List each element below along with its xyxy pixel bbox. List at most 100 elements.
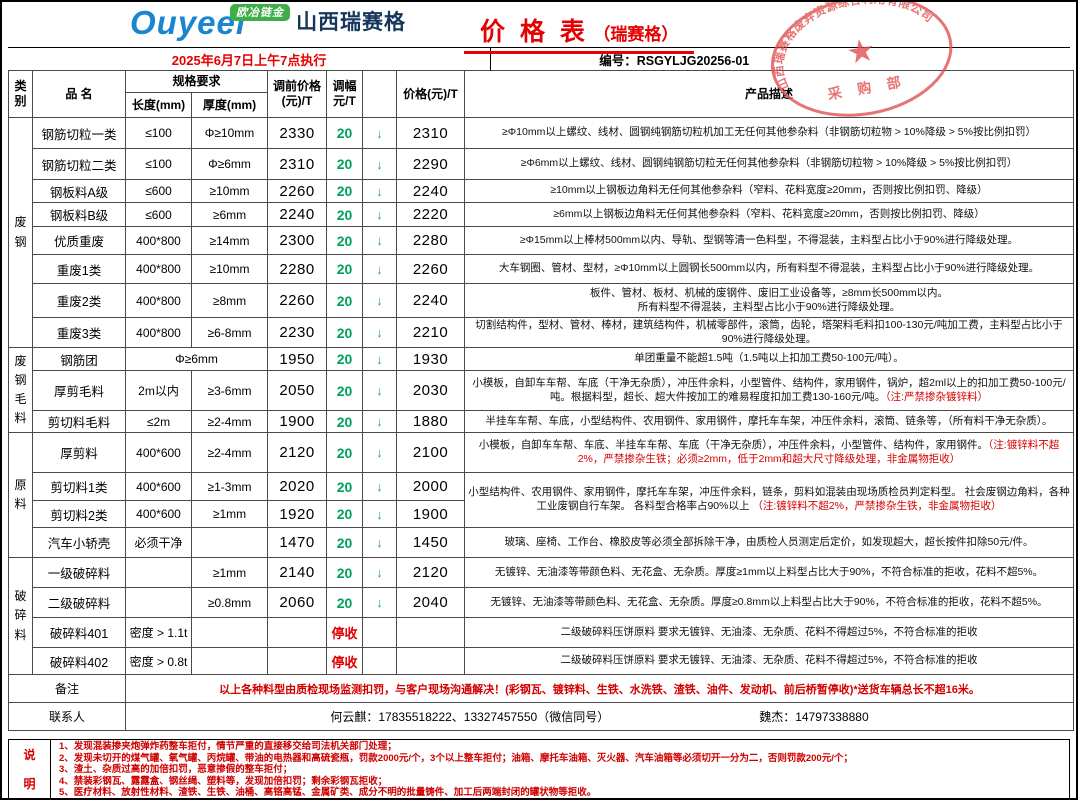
company-logo: 欧冶链金 Ouyeel 山西瑞赛格: [130, 4, 406, 41]
product-name: 钢板料A级: [32, 179, 126, 203]
thickness-spec: ≥10mm: [190, 254, 269, 284]
adjust-amount: 20: [326, 527, 364, 558]
description-warning: （注:严禁掺杂镀锌料）: [885, 390, 989, 403]
current-price: [396, 617, 466, 648]
table-row: 破碎料402 密度 > 0.8t 停收 二级破碎料压饼原料 要求无镀锌、无油漆、…: [9, 647, 1074, 675]
product-description: ≥Φ15mm以上棒材500mm以内、导轨、型钢等清一色料型，不得混装，主料型占比…: [464, 226, 1074, 255]
adjust-amount: 20: [326, 226, 364, 255]
thickness-spec: ≥8mm: [190, 283, 269, 318]
length-spec: 400*800: [125, 317, 192, 348]
meta-band: 2025年6月7日上午7点执行 编号：RSGYLJG20256-01: [8, 47, 1070, 70]
current-price: 2040: [396, 587, 466, 618]
thickness-spec: Φ≥6mm: [190, 148, 269, 180]
table-row: 剪切料毛料 ≤2m ≥2-4mm 1900 20 ↓ 1880 半挂车车帮、车底…: [9, 410, 1074, 433]
current-price: 2030: [396, 370, 466, 411]
note-item: 1、发现混装掺夹炮弹炸药整车拒付，情节严重的直接移交给司法机关部门处理；: [59, 741, 397, 753]
thickness-spec: ≥14mm: [190, 226, 269, 255]
table-row: 厚剪毛料 2m以内 ≥3-6mm 2050 20 ↓ 2030 小模板，自卸车车…: [9, 370, 1074, 411]
product-name: 二级破碎料: [32, 587, 126, 618]
length-spec: 2m以内: [125, 370, 192, 411]
length-spec: [125, 587, 192, 618]
length-spec: 400*600: [125, 432, 192, 473]
current-price: 2240: [396, 283, 466, 318]
adjust-amount: 20: [326, 202, 364, 227]
contact-primary: 何云麒：17835518222、13327457550（微信同号）: [330, 710, 610, 724]
product-description: ≥6mm以上钢板边角料无任何其他参杂料（窄料、花料宽度≥20mm，否则按比例扣罚…: [464, 202, 1074, 227]
down-arrow-icon: ↓: [362, 179, 398, 203]
note-item: 5、医疗材料、放射性材料、渣铁、生铁、油桶、高铬高锰、金属矿类、成分不明的批量铸…: [59, 787, 597, 799]
product-description: 玻璃、座椅、工作台、橡胶皮等必须全部拆除干净，由质检人员测定后定价，如发现超大，…: [464, 527, 1074, 558]
header-band: 欧冶链金 Ouyeel 山西瑞赛格 价 格 表 （瑞赛格）: [2, 2, 1076, 54]
adjust-amount: 20: [326, 117, 364, 149]
adjust-amount: 20: [326, 587, 364, 618]
merged-spec: Φ≥6mm: [124, 347, 269, 371]
product-description: 二级破碎料压饼原料 要求无镀锌、无油漆、无杂质、花料不得超过5%，不符合标准的拒…: [464, 617, 1074, 648]
col-header-thickness: 厚度(mm): [190, 92, 269, 118]
adjust-amount: 20: [326, 557, 364, 588]
category-cell: 破 碎 料: [8, 557, 33, 675]
price-table: 类 别 品 名 规格要求 调前价格 (元)/T 调幅 元/T 价格(元)/T 产…: [8, 70, 1074, 731]
length-spec: 400*800: [125, 226, 192, 255]
note-item: 3、渣土、杂质过高的加倍扣罚，恶意掺假的整车拒付；: [59, 764, 293, 776]
down-arrow-icon: ↓: [362, 527, 398, 558]
pre-adjust-price: 1920: [267, 500, 328, 528]
length-spec: ≤100: [125, 117, 192, 149]
category-cell: 原 料: [8, 432, 33, 558]
current-price: 2210: [396, 317, 466, 348]
pre-adjust-price: 2020: [267, 472, 328, 501]
product-name: 重废3类: [32, 317, 126, 348]
down-arrow-icon: ↓: [362, 347, 398, 371]
current-price: 2240: [396, 179, 466, 203]
thickness-spec: ≥6-8mm: [190, 317, 269, 348]
product-description: 小模板，自卸车车帮、车底、半挂车车帮、车底（干净无杂质），冲压件余料，小型管件、…: [464, 432, 1074, 473]
length-spec: ≤100: [125, 148, 192, 180]
product-description: 切割结构件，型材、管材、棒材，建筑结构件，机械零部件，滚筒，齿轮，塔架料毛料扣1…: [464, 317, 1074, 348]
pre-adjust-price: 2300: [267, 226, 328, 255]
logo-brand-wrap: 欧冶链金 Ouyeel: [130, 4, 291, 41]
down-arrow-icon: ↓: [362, 202, 398, 227]
product-description: ≥Φ6mm以上螺纹、线材、圆钢纯钢筋切粒无任何其他参杂料（非钢筋切粒物 > 10…: [464, 148, 1074, 180]
adjust-amount: 20: [326, 500, 364, 528]
table-header-row-1: 类 别 品 名 规格要求 调前价格 (元)/T 调幅 元/T 价格(元)/T 产…: [8, 70, 1074, 118]
product-name: 钢筋团: [32, 347, 126, 371]
note-item: 4、禁装彩钢瓦、露露盒、钢丝绳、塑料等，发现加倍扣罚；剩余彩钢瓦拒收；: [59, 775, 388, 787]
sheet-title-main: 价 格 表: [480, 18, 589, 46]
product-name: 一级破碎料: [32, 557, 126, 588]
table-row: 优质重废 400*800 ≥14mm 2300 20 ↓ 2280 ≥Φ15mm…: [9, 226, 1074, 255]
product-name: 破碎料401: [32, 617, 126, 648]
table-row: 破 碎 料 一级破碎料 ≥1mm 2140 20 ↓ 2120 无镀锌、无油漆等…: [8, 557, 1074, 675]
table-row: 原 料 厚剪料 400*600 ≥2-4mm 2120 20 ↓ 2100 小模…: [8, 432, 1074, 558]
length-spec: 400*800: [125, 283, 192, 318]
col-header-adjust: 调幅 元/T: [326, 70, 364, 118]
table-row: 钢板料A级 ≤600 ≥10mm 2260 20 ↓ 2240 ≥10mm以上钢…: [9, 179, 1074, 203]
adjust-amount: 20: [326, 472, 364, 501]
length-spec: 密度 > 1.1t: [125, 617, 192, 648]
product-description: 小模板，自卸车车帮、车底（干净无杂质），冲压件余料，小型管件、结构件，家用钢件，…: [464, 370, 1074, 411]
product-name: 重废1类: [32, 254, 126, 284]
product-name: 剪切料毛料: [32, 410, 126, 433]
remark-row: 备注 以上各种料型由质检现场监测扣罚，与客户现场沟通解决！(彩钢瓦、镀锌料、生铁…: [8, 674, 1074, 703]
doc-number: 编号：RSGYLJG20256-01: [599, 53, 750, 68]
down-arrow-icon: ↓: [362, 117, 398, 149]
pre-adjust-price: 2280: [267, 254, 328, 284]
length-spec: 必须干净: [125, 527, 192, 558]
length-spec: ≤600: [125, 202, 192, 227]
contact-secondary: 魏杰：14797338880: [759, 710, 869, 724]
adjust-amount: 20: [326, 148, 364, 180]
current-price: 2310: [396, 117, 466, 149]
pre-adjust-price: 2260: [267, 179, 328, 203]
logo-brand-text: Ouyeel: [130, 4, 247, 41]
current-price: 2280: [396, 226, 466, 255]
length-spec: 密度 > 0.8t: [125, 647, 192, 675]
thickness-spec: ≥2-4mm: [190, 432, 269, 473]
length-spec: [125, 557, 192, 588]
table-row: 剪切料2类 400*600 ≥1mm 1920 20 ↓ 1900: [9, 500, 1074, 528]
current-price: 1450: [396, 527, 466, 558]
current-price: 2220: [396, 202, 466, 227]
current-price: 1930: [396, 347, 466, 371]
arrow-cell-empty: [362, 617, 398, 648]
table-row: 汽车小轿壳 必须干净 1470 20 ↓ 1450 玻璃、座椅、工作台、橡胶皮等…: [9, 527, 1074, 558]
contacts-label: 联系人: [8, 702, 126, 731]
description-warning: （注:镀锌料不超2%，严禁掺杂生铁，非金属物拒收）: [752, 500, 1002, 512]
col-header-name: 品 名: [32, 70, 126, 118]
